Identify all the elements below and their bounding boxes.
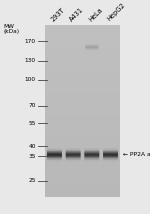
Text: 40: 40 (28, 144, 36, 149)
Text: 293T: 293T (50, 6, 66, 22)
Text: 170: 170 (25, 39, 36, 44)
Text: 55: 55 (28, 121, 36, 126)
Text: 130: 130 (25, 58, 36, 63)
Text: A431: A431 (69, 6, 85, 22)
Text: 70: 70 (28, 103, 36, 108)
Text: HeLa: HeLa (88, 6, 104, 22)
Text: 25: 25 (28, 178, 36, 183)
Text: ← PP2A alpha: ← PP2A alpha (123, 152, 150, 157)
Text: 35: 35 (28, 154, 36, 159)
Text: 100: 100 (25, 77, 36, 82)
Text: HepG2: HepG2 (106, 2, 127, 22)
Text: MW
(kDa): MW (kDa) (3, 24, 19, 34)
